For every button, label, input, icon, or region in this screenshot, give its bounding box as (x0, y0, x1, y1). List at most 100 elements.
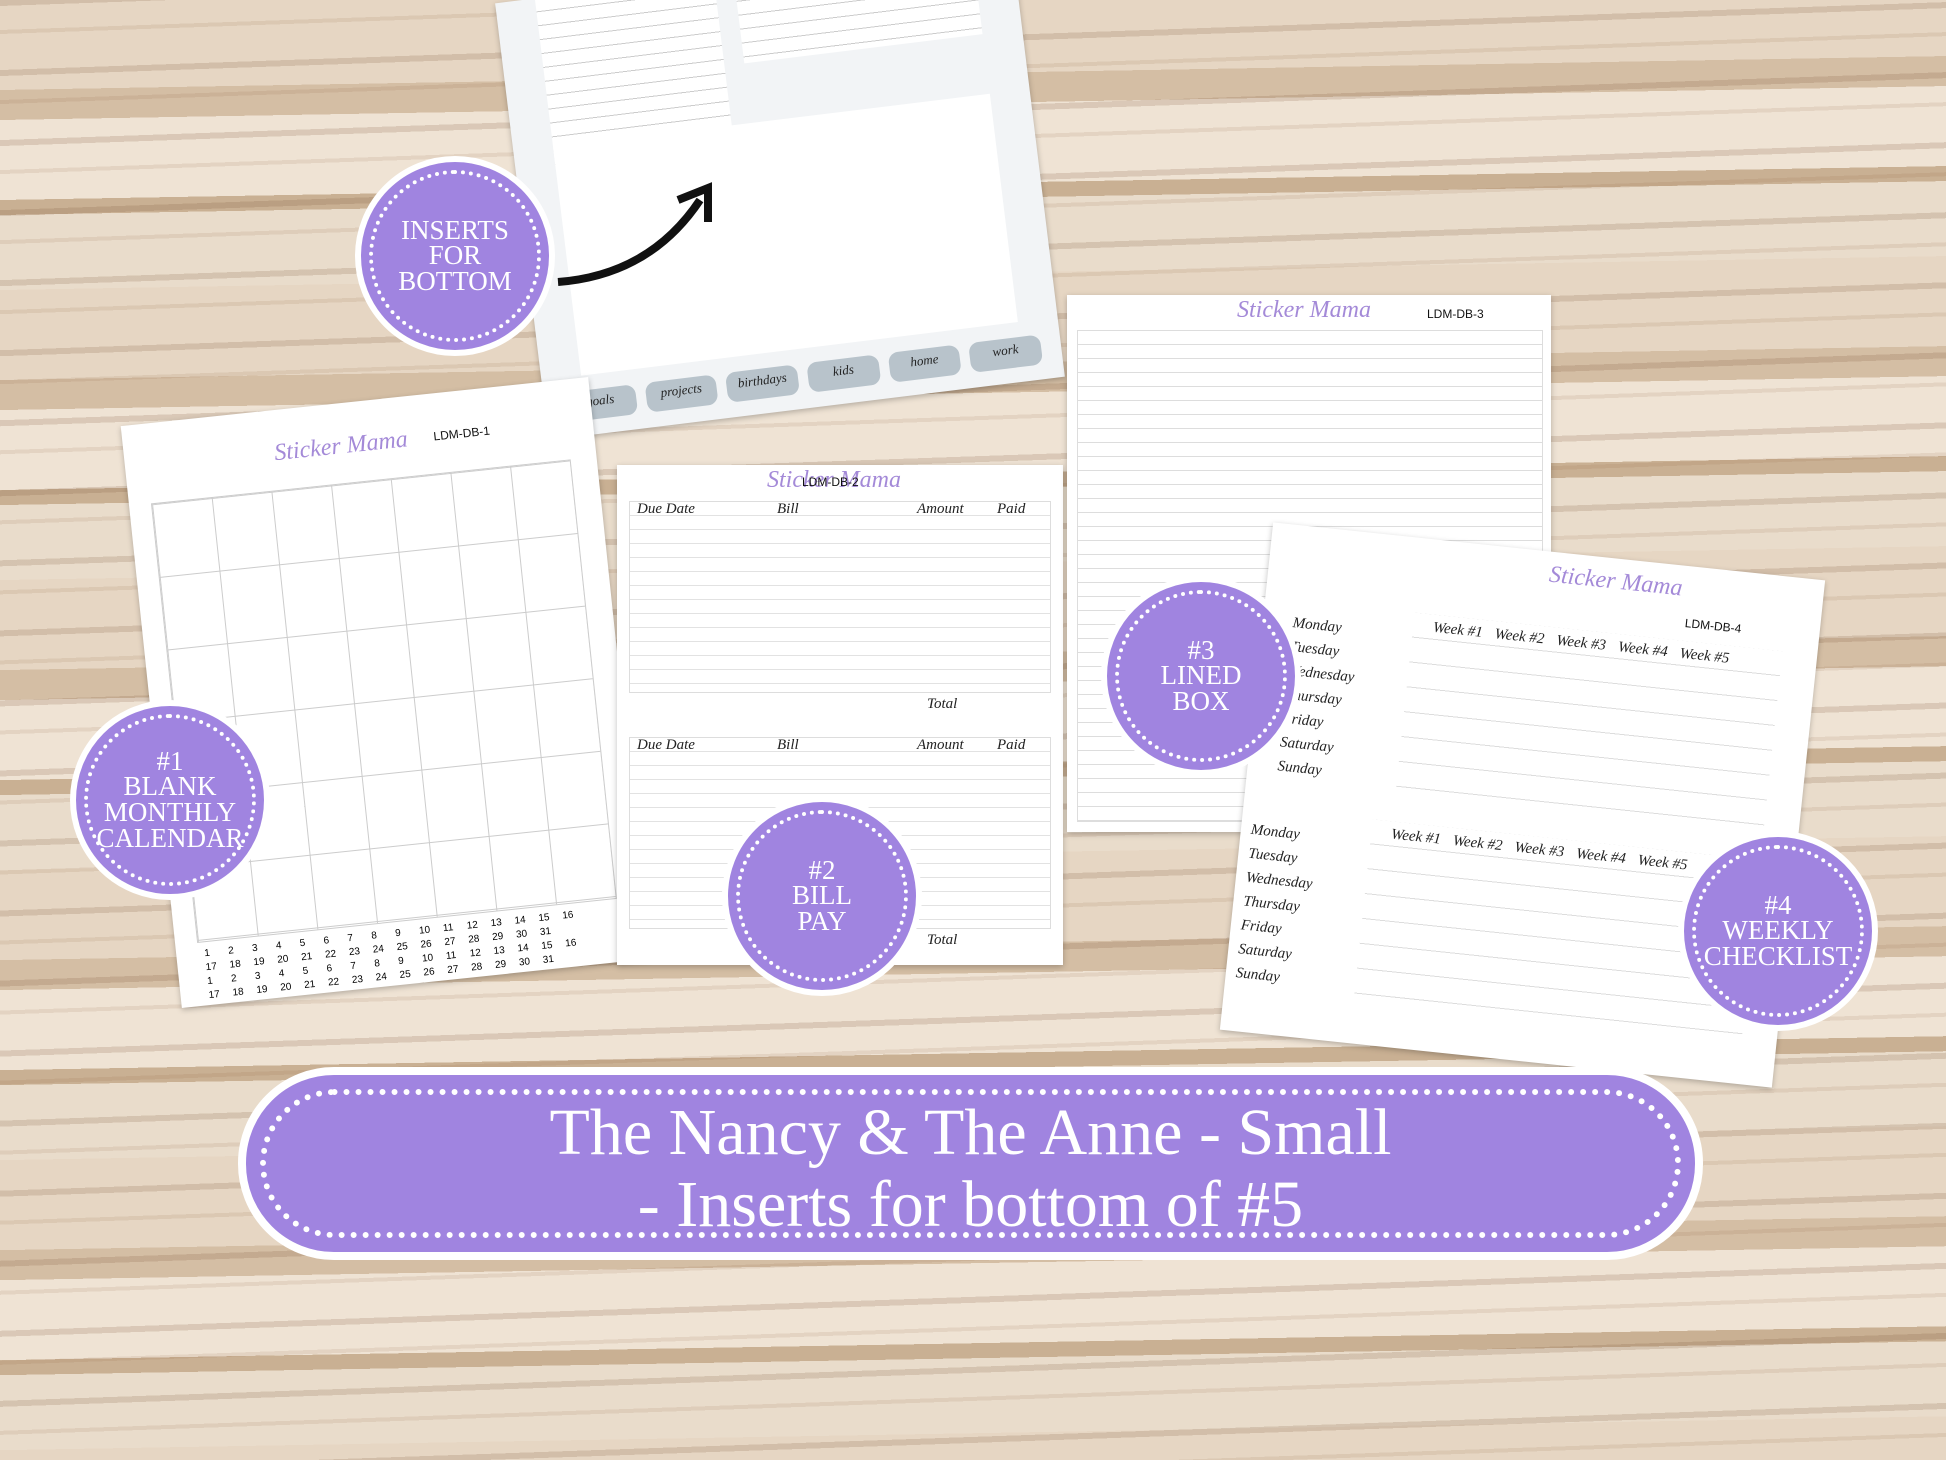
date-sticker: 13 (493, 944, 506, 958)
banner-border (260, 1089, 1681, 1238)
total-label: Total (927, 696, 958, 712)
date-sticker: 21 (300, 951, 313, 964)
brand: Sticker Mama (1237, 297, 1371, 323)
brand: Sticker Mama (767, 467, 901, 493)
total-label: Total (927, 932, 958, 948)
date-sticker: 18 (232, 986, 245, 999)
date-sticker: 12 (466, 919, 479, 932)
date-sticker: 24 (372, 943, 385, 956)
column-header: Paid (997, 737, 1026, 753)
badge-line: #1 (156, 745, 184, 776)
date-sticker: 24 (375, 971, 388, 984)
column-header: Paid (997, 501, 1026, 517)
tab: birthdays (725, 364, 801, 403)
date-sticker: 22 (327, 976, 340, 989)
callout-badge: #4 WEEKLY CHECKLIST (1678, 831, 1878, 1031)
sheet-bill: Sticker Mama LDM-DB-2 Due Date Bill Amount Pa… (617, 465, 1063, 965)
date-sticker: 10 (421, 952, 434, 965)
column-header: Bill (777, 501, 799, 517)
sheet-calendar: Sticker Mama LDM-DB-1 1 2 3 4 5 6 7 8 9 10 11 12 13 14 1… (120, 377, 650, 1008)
column-header: Amount (917, 737, 964, 753)
badge-line: BILL (792, 880, 852, 911)
date-sticker: 31 (542, 953, 555, 966)
date-sticker: 29 (491, 931, 504, 944)
badge-line: #4 (1764, 889, 1792, 920)
badge-line: BOTTOM (398, 265, 512, 296)
date-sticker: 11 (442, 922, 454, 935)
date-sticker: 15 (537, 912, 551, 925)
banner-text: The Nancy & The Anne - Small - Inserts fo… (246, 1097, 1695, 1241)
callout-badge: #2 BILL PAY (722, 796, 922, 996)
date-sticker: 4 (275, 940, 283, 952)
date-sticker: 11 (445, 950, 457, 963)
badge-line: PAY (797, 905, 847, 936)
date-sticker: 7 (349, 960, 357, 973)
date-sticker: 30 (515, 928, 528, 941)
column-header: Bill (777, 737, 799, 753)
date-sticker: 2 (230, 973, 238, 985)
brand: Sticker Mama (1547, 561, 1684, 602)
callout-badge: #1 BLANK MONTHLY CALENDAR (70, 700, 270, 900)
date-sticker: 2 (227, 945, 235, 957)
column-header: Due Date (637, 501, 695, 517)
date-sticker: 13 (490, 917, 503, 930)
date-sticker: 3 (251, 942, 259, 955)
column-header: Due Date (637, 737, 695, 753)
day-label: Wednesday (1245, 869, 1314, 893)
date-sticker: 6 (323, 935, 330, 947)
badge-line: CHECKLIST (1703, 940, 1853, 971)
day-label: Monday (1291, 615, 1343, 637)
date-sticker: 12 (469, 947, 482, 960)
day-label: Monday (1250, 821, 1301, 843)
banner-line: - Inserts for bottom of #5 (637, 1168, 1304, 1241)
date-sticker: 1 (203, 947, 211, 960)
day-label: Sunday (1276, 758, 1323, 779)
date-sticker: 19 (255, 983, 269, 997)
date-sticker: 28 (470, 961, 483, 974)
badge-line: WEEKLY (1722, 915, 1834, 946)
date-sticker: 27 (443, 936, 457, 949)
sheet-code: LDM-DB-2 (802, 475, 859, 489)
sheet-code: LDM-DB-4 (1684, 616, 1743, 636)
day-label: Sunday (1235, 965, 1281, 986)
date-sticker: 22 (324, 948, 337, 961)
day-label: Tuesday (1247, 845, 1299, 867)
date-sticker: 18 (229, 958, 242, 971)
date-sticker: 23 (348, 946, 361, 959)
badge-line: INSERTS (401, 214, 509, 245)
date-sticker: 8 (373, 958, 381, 970)
date-sticker: 7 (346, 932, 354, 945)
badge-line: #3 (1187, 634, 1215, 665)
date-sticker: 9 (397, 955, 405, 968)
date-sticker: 1 (206, 975, 214, 988)
date-sticker: 23 (351, 973, 364, 987)
date-sticker: 15 (540, 939, 554, 953)
date-sticker: 25 (396, 941, 409, 954)
day-label: Saturday (1237, 941, 1293, 963)
tab: work (968, 334, 1044, 373)
date-sticker: 26 (422, 966, 436, 979)
date-sticker: 3 (254, 970, 262, 983)
tab: kids (806, 354, 882, 393)
date-sticker: 30 (518, 956, 531, 969)
date-sticker: 4 (278, 968, 285, 980)
date-sticker: 19 (252, 956, 266, 969)
date-sticker: 20 (276, 953, 290, 966)
tab: home (887, 344, 963, 383)
badge-line: FOR (428, 240, 482, 271)
callout-badge: INSERTS FOR BOTTOM (355, 156, 555, 356)
sheet-code: LDM-DB-1 (432, 423, 491, 444)
date-sticker: 16 (561, 909, 574, 922)
badge-line: LINED (1160, 660, 1242, 691)
date-sticker: 5 (302, 965, 309, 978)
date-sticker: 27 (446, 963, 460, 976)
date-sticker: 29 (494, 958, 507, 971)
arrow (557, 182, 712, 286)
badge-line: MONTHLY (103, 797, 237, 827)
date-sticker: 10 (418, 924, 431, 937)
tab: projects (644, 374, 719, 413)
banner-line: The Nancy & The Anne - Small (549, 1096, 1392, 1169)
badge-line: BLANK (123, 771, 217, 802)
sheet-code: LDM-DB-3 (1427, 307, 1484, 321)
table-block (629, 501, 1051, 693)
